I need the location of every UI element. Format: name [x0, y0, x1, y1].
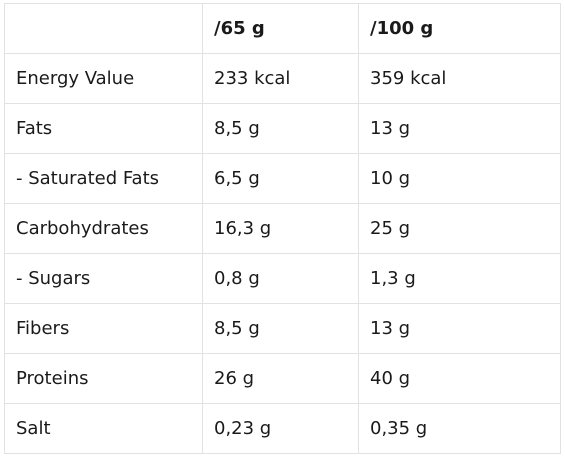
nutrient-name: Proteins — [4, 353, 203, 404]
value-per-65g: 26 g — [202, 353, 359, 404]
table-row: Energy Value 233 kcal 359 kcal — [4, 53, 561, 104]
nutrient-name: Salt — [4, 403, 203, 454]
nutrient-name: Energy Value — [4, 53, 203, 104]
value-per-100g: 1,3 g — [358, 253, 561, 304]
table-row: Salt 0,23 g 0,35 g — [4, 403, 561, 454]
value-per-100g: 13 g — [358, 103, 561, 154]
nutrient-name: Fibers — [4, 303, 203, 354]
value-per-65g: 16,3 g — [202, 203, 359, 254]
value-per-65g: 0,23 g — [202, 403, 359, 454]
value-per-65g: 6,5 g — [202, 153, 359, 204]
value-per-100g: 25 g — [358, 203, 561, 254]
table-row: Fats 8,5 g 13 g — [4, 103, 561, 154]
nutrition-table: /65 g /100 g Energy Value 233 kcal 359 k… — [4, 3, 561, 454]
value-per-100g: 359 kcal — [358, 53, 561, 104]
table-row: Fibers 8,5 g 13 g — [4, 303, 561, 354]
value-per-65g: 233 kcal — [202, 53, 359, 104]
value-per-65g: 0,8 g — [202, 253, 359, 304]
table-row: Proteins 26 g 40 g — [4, 353, 561, 404]
value-per-100g: 10 g — [358, 153, 561, 204]
header-cell-nutrient — [4, 3, 203, 54]
header-cell-per-100g: /100 g — [358, 3, 561, 54]
header-cell-per-65g: /65 g — [202, 3, 359, 54]
nutrient-name: Fats — [4, 103, 203, 154]
nutrient-name: - Sugars — [4, 253, 203, 304]
table-row: - Saturated Fats 6,5 g 10 g — [4, 153, 561, 204]
table-header-row: /65 g /100 g — [4, 3, 561, 54]
table-row: - Sugars 0,8 g 1,3 g — [4, 253, 561, 304]
value-per-65g: 8,5 g — [202, 303, 359, 354]
nutrient-name: - Saturated Fats — [4, 153, 203, 204]
value-per-100g: 0,35 g — [358, 403, 561, 454]
value-per-65g: 8,5 g — [202, 103, 359, 154]
table-row: Carbohydrates 16,3 g 25 g — [4, 203, 561, 254]
value-per-100g: 13 g — [358, 303, 561, 354]
nutrient-name: Carbohydrates — [4, 203, 203, 254]
value-per-100g: 40 g — [358, 353, 561, 404]
